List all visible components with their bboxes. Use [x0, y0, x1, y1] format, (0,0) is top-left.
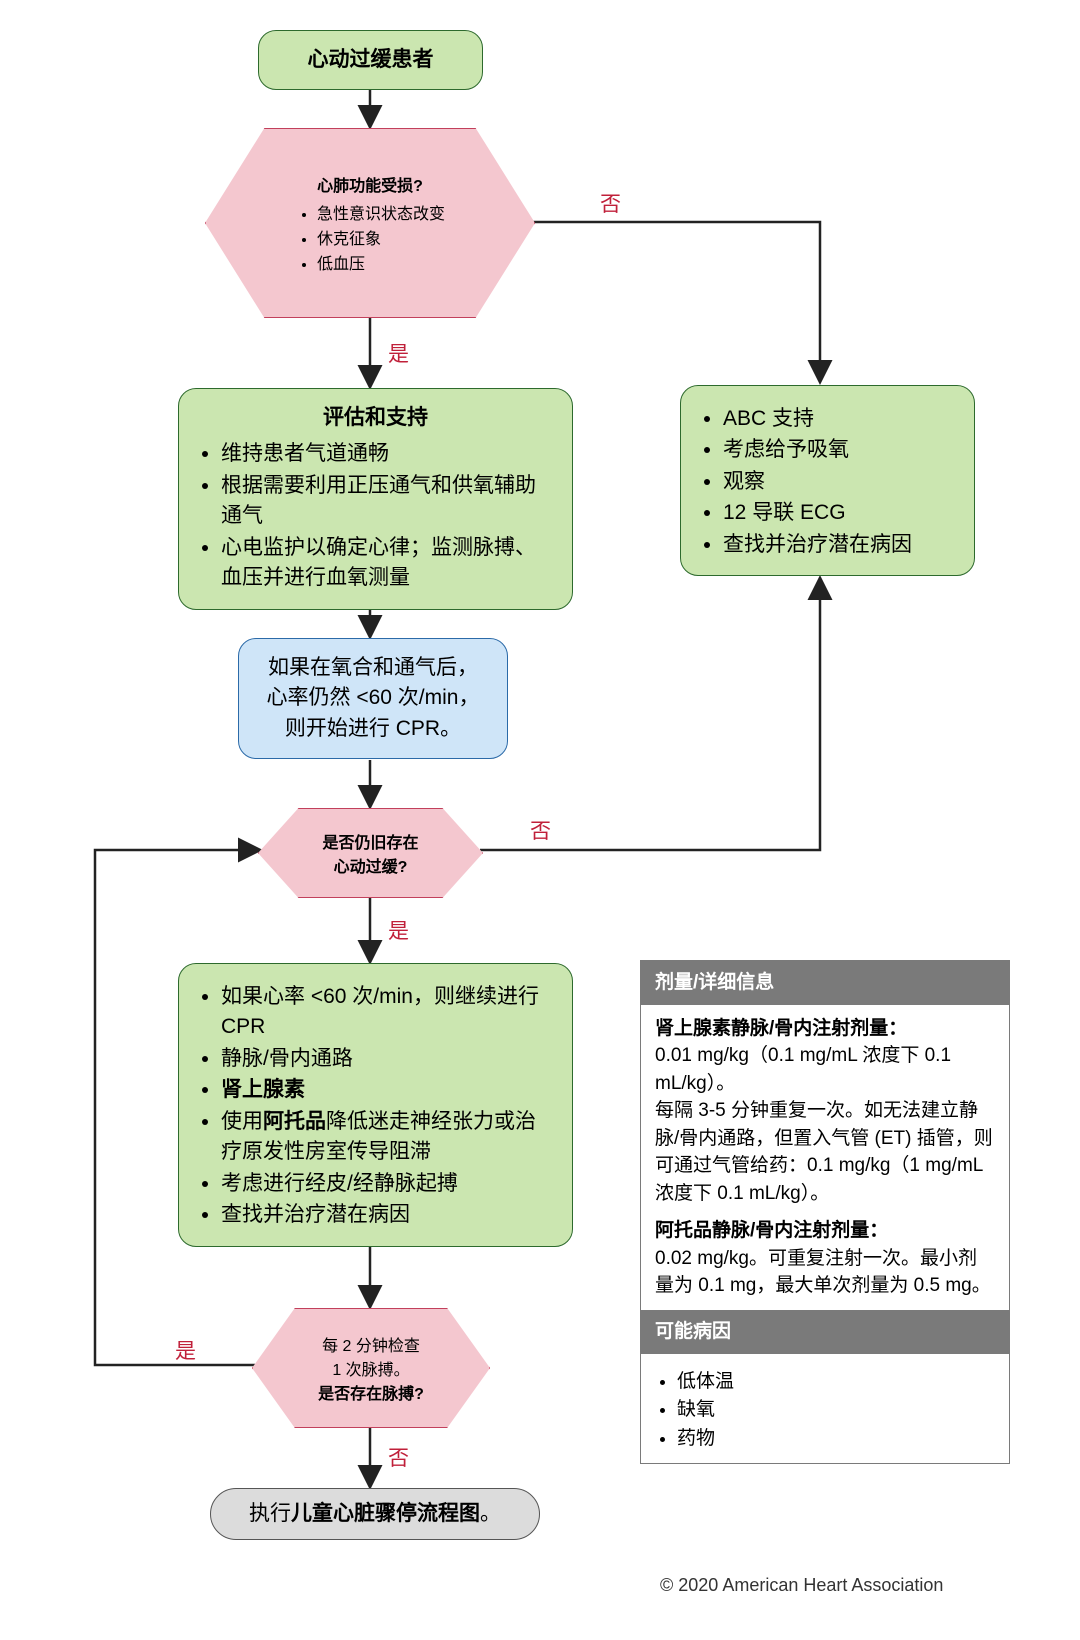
dec2-l1: 是否仍旧存在 [322, 829, 418, 853]
atro-bold: 阿托品 [263, 1110, 326, 1133]
label-yes: 是 [388, 915, 409, 945]
dec1-list: 急性意识状态改变 休克征象 低血压 [295, 200, 445, 274]
atro-pre: 使用 [221, 1110, 263, 1133]
dose-header: 剂量/详细信息 [641, 961, 1009, 1005]
node-treat: 如果心率 <60 次/min，则继续进行 CPR 静脉/骨内通路 肾上腺素 使用… [178, 963, 573, 1247]
cause-list: 低体温 缺氧 药物 [655, 1368, 995, 1453]
end-bold: 儿童心脏骤停流程图 [291, 1502, 480, 1525]
node-cpr: 如果在氧合和通气后， 心率仍然 <60 次/min， 则开始进行 CPR。 [238, 638, 508, 759]
node-decision-brady: 是否仍旧存在 心动过缓? [258, 808, 483, 898]
treat-list: 如果心率 <60 次/min，则继续进行 CPR 静脉/骨内通路 肾上腺素 使用… [199, 982, 552, 1231]
abc-item: 考虑给予吸氧 [723, 435, 954, 465]
assess-item: 心电监护以确定心律；监测脉搏、血压并进行血氧测量 [221, 533, 552, 594]
abc-list: ABC 支持 考虑给予吸氧 观察 12 导联 ECG 查找并治疗潜在病因 [701, 404, 954, 560]
flowchart-canvas: 心动过缓患者 心肺功能受损? 急性意识状态改变 休克征象 低血压 否 是 评估和… [0, 0, 1080, 1640]
copyright-text: © 2020 American Heart Association [660, 1575, 943, 1596]
assess-list: 维持患者气道通畅 根据需要利用正压通气和供氧辅助通气 心电监护以确定心律；监测脉… [199, 439, 552, 593]
atro-title: 阿托品静脉/骨内注射剂量： [655, 1217, 995, 1245]
label-no: 否 [600, 188, 621, 218]
dec1-item: 休克征象 [317, 225, 445, 249]
abc-item: 观察 [723, 467, 954, 497]
node-abc: ABC 支持 考虑给予吸氧 观察 12 导联 ECG 查找并治疗潜在病因 [680, 385, 975, 576]
label-yes: 是 [175, 1335, 196, 1365]
node-assess: 评估和支持 维持患者气道通畅 根据需要利用正压通气和供氧辅助通气 心电监护以确定… [178, 388, 573, 610]
cause-item: 缺氧 [677, 1396, 995, 1424]
sidebar-dose: 剂量/详细信息 肾上腺素静脉/骨内注射剂量： 0.01 mg/kg（0.1 mg… [640, 960, 1010, 1464]
label-no: 否 [388, 1442, 409, 1472]
atro-body: 0.02 mg/kg。可重复注射一次。最小剂量为 0.1 mg，最大单次剂量为 … [655, 1245, 995, 1300]
treat-item-atropine: 使用阿托品降低迷走神经张力或治疗原发性房室传导阻滞 [221, 1107, 552, 1168]
treat-item: 查找并治疗潜在病因 [221, 1200, 552, 1230]
dec1-title: 心肺功能受损? [295, 172, 445, 196]
treat-item: 考虑进行经皮/经静脉起搏 [221, 1169, 552, 1199]
treat-item: 静脉/骨内通路 [221, 1044, 552, 1074]
node-end: 执行儿童心脏骤停流程图。 [210, 1488, 540, 1540]
cpr-l1: 如果在氧合和通气后， [259, 653, 487, 683]
assess-item: 维持患者气道通畅 [221, 439, 552, 469]
end-pre: 执行 [249, 1502, 291, 1525]
assess-item: 根据需要利用正压通气和供氧辅助通气 [221, 471, 552, 532]
treat-item-epi: 肾上腺素 [221, 1075, 552, 1105]
dec3-l3: 是否存在脉搏? [318, 1380, 424, 1404]
dec3-l2: 1 次脉搏。 [318, 1356, 424, 1380]
cpr-l2: 心率仍然 <60 次/min， [259, 683, 487, 713]
node-start: 心动过缓患者 [258, 30, 483, 90]
dec1-item: 急性意识状态改变 [317, 200, 445, 224]
node-decision-compromise: 心肺功能受损? 急性意识状态改变 休克征象 低血压 [205, 128, 535, 318]
end-post: 。 [480, 1502, 501, 1525]
label-no: 否 [530, 815, 551, 845]
node-decision-pulse: 每 2 分钟检查 1 次脉搏。 是否存在脉搏? [252, 1308, 490, 1428]
cause-item: 低体温 [677, 1368, 995, 1396]
dec1-item: 低血压 [317, 250, 445, 274]
epi-title: 肾上腺素静脉/骨内注射剂量： [655, 1015, 995, 1043]
epi-body: 0.01 mg/kg（0.1 mg/mL 浓度下 0.1 mL/kg）。 每隔 … [655, 1042, 995, 1207]
abc-item: ABC 支持 [723, 404, 954, 434]
assess-title: 评估和支持 [199, 403, 552, 433]
cause-header: 可能病因 [641, 1310, 1009, 1354]
treat-item: 如果心率 <60 次/min，则继续进行 CPR [221, 982, 552, 1043]
dec2-l2: 心动过缓? [322, 853, 418, 877]
label-yes: 是 [388, 338, 409, 368]
dec3-l1: 每 2 分钟检查 [318, 1332, 424, 1356]
start-text: 心动过缓患者 [308, 48, 434, 71]
cause-item: 药物 [677, 1425, 995, 1453]
abc-item: 查找并治疗潜在病因 [723, 530, 954, 560]
cpr-l3: 则开始进行 CPR。 [259, 714, 487, 744]
abc-item: 12 导联 ECG [723, 498, 954, 528]
